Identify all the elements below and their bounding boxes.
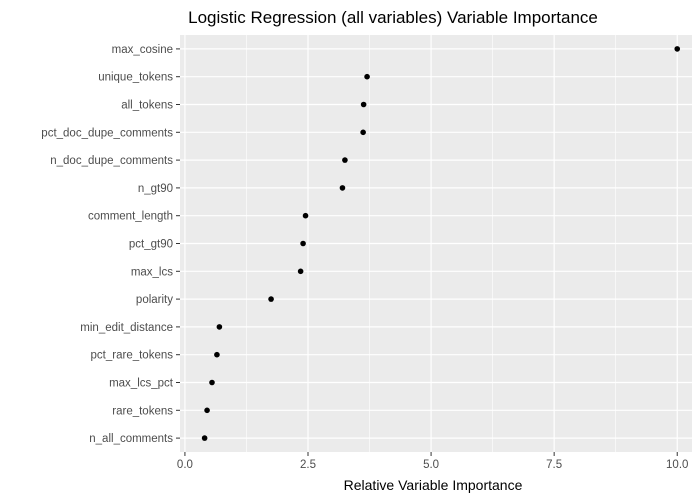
point-max-lcs-pct	[209, 379, 215, 386]
x-tick-label: 7.5	[546, 459, 562, 471]
y-tick-label-n-gt90: n_gt90	[138, 183, 173, 195]
point-n-all-comments	[201, 435, 208, 441]
major-gridlines	[180, 35, 692, 452]
point-pct-doc-dupe-comments	[360, 129, 366, 136]
point-max-cosine	[674, 46, 681, 52]
y-axis: max_cosine unique_tokens all_tokens pct_doc…	[41, 44, 180, 445]
y-tick-label-comment-length: comment_length	[88, 211, 173, 223]
y-tick-label-max-cosine: max_cosine	[112, 44, 173, 56]
point-pct-rare-tokens	[214, 351, 220, 358]
data-points	[201, 46, 681, 441]
point-unique-tokens	[364, 73, 370, 80]
point-polarity	[268, 296, 274, 302]
x-tick-label: 2.5	[300, 459, 316, 471]
point-rare-tokens	[204, 407, 210, 414]
x-axis-label: Relative Variable Importance	[344, 477, 523, 493]
point-all-tokens	[360, 101, 367, 108]
y-tick-label-pct-gt90: pct_gt90	[129, 239, 173, 251]
x-tick-label: 10.0	[666, 459, 688, 471]
y-tick-label-max-lcs: max_lcs	[131, 266, 173, 278]
y-tick-label-pct-doc-dupe-comments: pct_doc_dupe_comments	[41, 127, 173, 139]
x-tick-label: 5.0	[423, 459, 439, 471]
point-min-edit-distance	[216, 324, 223, 330]
point-n-doc-dupe-comments	[342, 157, 348, 163]
y-tick-label-min-edit-distance: min_edit_distance	[80, 322, 173, 334]
y-tick-label-unique-tokens: unique_tokens	[98, 72, 173, 84]
y-tick-label-polarity: polarity	[136, 294, 173, 306]
y-tick-label-n-all-comments: n_all_comments	[89, 433, 173, 445]
point-n-gt90	[339, 185, 346, 191]
point-comment-length	[302, 212, 309, 219]
y-tick-label-all-tokens: all_tokens	[121, 100, 173, 112]
point-max-lcs	[297, 268, 304, 275]
point-pct-gt90	[300, 240, 306, 247]
x-tick-label: 0.0	[177, 459, 193, 471]
y-tick-label-rare-tokens: rare_tokens	[112, 405, 173, 417]
x-axis: 0.0 2.5 5.0 7.5 10.0	[177, 452, 688, 471]
y-tick-label-pct-rare-tokens: pct_rare_tokens	[91, 350, 174, 362]
y-tick-label-n-doc-dupe-comments: n_doc_dupe_comments	[50, 155, 173, 167]
y-tick-label-max-lcs-pct: max_lcs_pct	[109, 378, 174, 390]
chart-title: Logistic Regression (all variables) Vari…	[188, 8, 598, 27]
